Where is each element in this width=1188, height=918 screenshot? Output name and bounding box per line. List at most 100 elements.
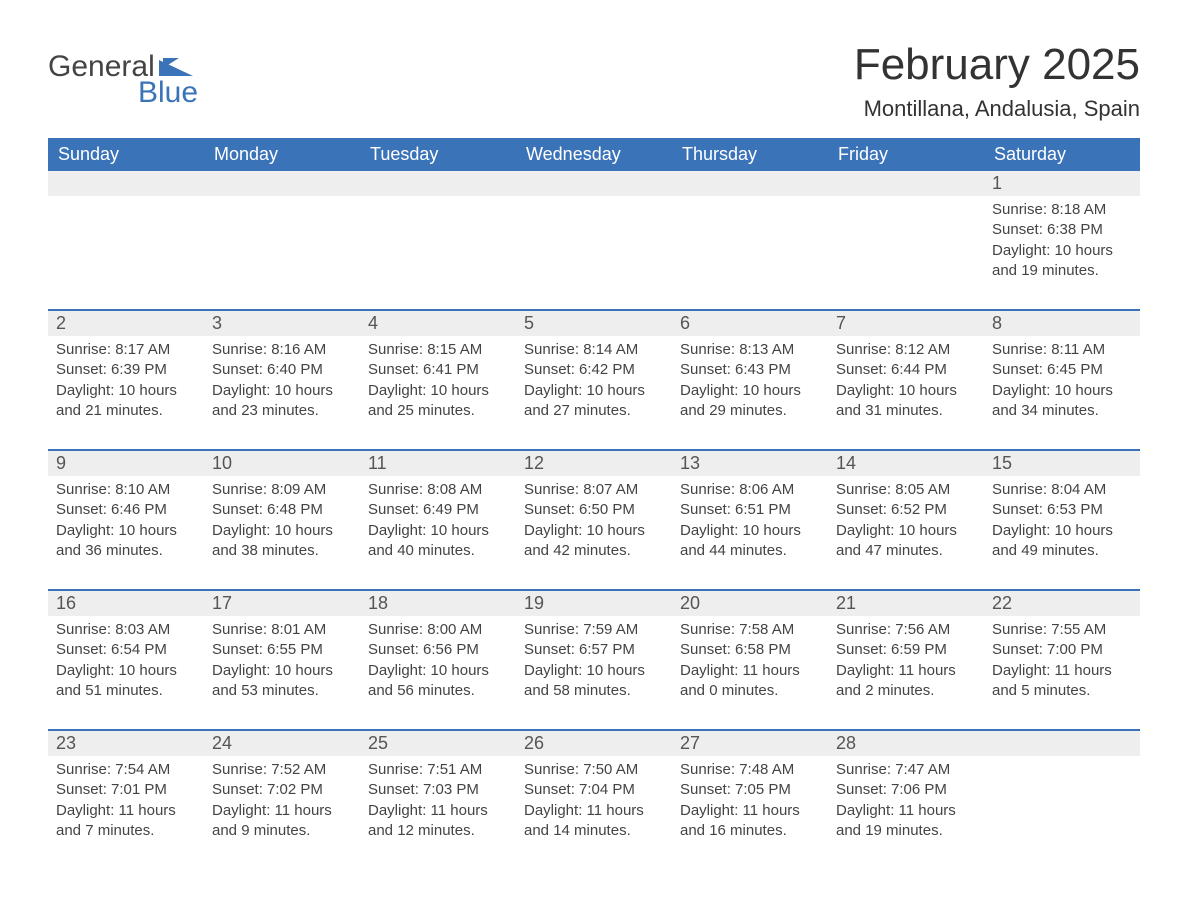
sunset-text: Sunset: 6:54 PM	[56, 640, 196, 660]
day-number-cell: 25	[360, 731, 516, 756]
day-detail-cell: Sunrise: 7:56 AMSunset: 6:59 PMDaylight:…	[828, 616, 984, 730]
sunrise-text: Sunrise: 8:17 AM	[56, 340, 196, 360]
day-detail-cell: Sunrise: 7:55 AMSunset: 7:00 PMDaylight:…	[984, 616, 1140, 730]
sunset-text: Sunset: 6:44 PM	[836, 360, 976, 380]
day-number-cell	[672, 171, 828, 196]
daylight-text-1: Daylight: 11 hours	[368, 801, 508, 821]
sunrise-text: Sunrise: 8:06 AM	[680, 480, 820, 500]
day-detail-cell: Sunrise: 8:03 AMSunset: 6:54 PMDaylight:…	[48, 616, 204, 730]
header-region: General Blue February 2025 Montillana, A…	[48, 40, 1140, 130]
day-detail-cell: Sunrise: 7:58 AMSunset: 6:58 PMDaylight:…	[672, 616, 828, 730]
day-detail-cell: Sunrise: 8:15 AMSunset: 6:41 PMDaylight:…	[360, 336, 516, 450]
sunset-text: Sunset: 6:52 PM	[836, 500, 976, 520]
sunrise-text: Sunrise: 7:52 AM	[212, 760, 352, 780]
day-number-cell: 18	[360, 591, 516, 616]
daylight-text-2: and 14 minutes.	[524, 821, 664, 841]
daylight-text-2: and 2 minutes.	[836, 681, 976, 701]
daylight-text-2: and 36 minutes.	[56, 541, 196, 561]
sunrise-text: Sunrise: 8:08 AM	[368, 480, 508, 500]
day-number-cell	[204, 171, 360, 196]
sunrise-text: Sunrise: 8:12 AM	[836, 340, 976, 360]
sunset-text: Sunset: 7:06 PM	[836, 780, 976, 800]
daylight-text-2: and 0 minutes.	[680, 681, 820, 701]
calendar-body: 1Sunrise: 8:18 AMSunset: 6:38 PMDaylight…	[48, 171, 1140, 869]
day-number-cell: 14	[828, 451, 984, 476]
daylight-text-1: Daylight: 10 hours	[524, 521, 664, 541]
daylight-text-2: and 27 minutes.	[524, 401, 664, 421]
daylight-text-2: and 58 minutes.	[524, 681, 664, 701]
day-number-row: 16171819202122	[48, 591, 1140, 616]
day-number-cell: 1	[984, 171, 1140, 196]
day-number-cell: 4	[360, 311, 516, 336]
day-number-cell: 20	[672, 591, 828, 616]
daylight-text-2: and 25 minutes.	[368, 401, 508, 421]
sunset-text: Sunset: 6:39 PM	[56, 360, 196, 380]
daylight-text-2: and 53 minutes.	[212, 681, 352, 701]
day-number-row: 232425262728	[48, 731, 1140, 756]
day-number-cell	[828, 171, 984, 196]
daylight-text-2: and 23 minutes.	[212, 401, 352, 421]
day-detail-cell: Sunrise: 8:18 AMSunset: 6:38 PMDaylight:…	[984, 196, 1140, 310]
sunrise-text: Sunrise: 8:14 AM	[524, 340, 664, 360]
day-detail-cell: Sunrise: 8:01 AMSunset: 6:55 PMDaylight:…	[204, 616, 360, 730]
daylight-text-1: Daylight: 10 hours	[992, 241, 1132, 261]
sunrise-text: Sunrise: 8:16 AM	[212, 340, 352, 360]
day-detail-cell: Sunrise: 8:13 AMSunset: 6:43 PMDaylight:…	[672, 336, 828, 450]
day-detail-cell: Sunrise: 8:11 AMSunset: 6:45 PMDaylight:…	[984, 336, 1140, 450]
sunset-text: Sunset: 6:49 PM	[368, 500, 508, 520]
daylight-text-2: and 56 minutes.	[368, 681, 508, 701]
sunrise-text: Sunrise: 8:10 AM	[56, 480, 196, 500]
sunset-text: Sunset: 6:58 PM	[680, 640, 820, 660]
day-number-cell: 5	[516, 311, 672, 336]
dow-tuesday: Tuesday	[360, 138, 516, 171]
sunrise-text: Sunrise: 8:11 AM	[992, 340, 1132, 360]
dow-monday: Monday	[204, 138, 360, 171]
daylight-text-1: Daylight: 10 hours	[212, 661, 352, 681]
dow-saturday: Saturday	[984, 138, 1140, 171]
month-title: February 2025	[854, 40, 1140, 90]
daylight-text-2: and 40 minutes.	[368, 541, 508, 561]
daylight-text-1: Daylight: 10 hours	[680, 521, 820, 541]
daylight-text-1: Daylight: 10 hours	[992, 381, 1132, 401]
sunset-text: Sunset: 6:51 PM	[680, 500, 820, 520]
daylight-text-2: and 19 minutes.	[992, 261, 1132, 281]
sunset-text: Sunset: 7:01 PM	[56, 780, 196, 800]
day-detail-cell: Sunrise: 8:05 AMSunset: 6:52 PMDaylight:…	[828, 476, 984, 590]
day-number-cell	[360, 171, 516, 196]
day-number-cell: 12	[516, 451, 672, 476]
day-detail-cell: Sunrise: 7:51 AMSunset: 7:03 PMDaylight:…	[360, 756, 516, 869]
day-number-cell	[516, 171, 672, 196]
daylight-text-2: and 31 minutes.	[836, 401, 976, 421]
sunrise-text: Sunrise: 7:51 AM	[368, 760, 508, 780]
day-detail-cell: Sunrise: 8:04 AMSunset: 6:53 PMDaylight:…	[984, 476, 1140, 590]
day-detail-cell: Sunrise: 8:14 AMSunset: 6:42 PMDaylight:…	[516, 336, 672, 450]
daylight-text-2: and 21 minutes.	[56, 401, 196, 421]
daylight-text-1: Daylight: 10 hours	[56, 661, 196, 681]
daylight-text-1: Daylight: 10 hours	[368, 521, 508, 541]
sunrise-text: Sunrise: 8:00 AM	[368, 620, 508, 640]
daylight-text-1: Daylight: 11 hours	[524, 801, 664, 821]
daylight-text-1: Daylight: 10 hours	[368, 661, 508, 681]
day-detail-row: Sunrise: 8:10 AMSunset: 6:46 PMDaylight:…	[48, 476, 1140, 590]
daylight-text-2: and 29 minutes.	[680, 401, 820, 421]
daylight-text-2: and 7 minutes.	[56, 821, 196, 841]
day-detail-cell: Sunrise: 7:59 AMSunset: 6:57 PMDaylight:…	[516, 616, 672, 730]
day-number-row: 2345678	[48, 311, 1140, 336]
sunrise-text: Sunrise: 8:18 AM	[992, 200, 1132, 220]
sunrise-text: Sunrise: 8:07 AM	[524, 480, 664, 500]
day-detail-row: Sunrise: 8:18 AMSunset: 6:38 PMDaylight:…	[48, 196, 1140, 310]
day-detail-cell: Sunrise: 7:47 AMSunset: 7:06 PMDaylight:…	[828, 756, 984, 869]
day-detail-cell	[984, 756, 1140, 869]
day-number-cell: 13	[672, 451, 828, 476]
sunrise-text: Sunrise: 8:04 AM	[992, 480, 1132, 500]
day-number-cell: 6	[672, 311, 828, 336]
daylight-text-1: Daylight: 10 hours	[680, 381, 820, 401]
day-number-row: 1	[48, 171, 1140, 196]
logo-text2: Blue	[138, 76, 198, 110]
daylight-text-2: and 38 minutes.	[212, 541, 352, 561]
day-detail-cell	[360, 196, 516, 310]
daylight-text-2: and 19 minutes.	[836, 821, 976, 841]
sunset-text: Sunset: 6:57 PM	[524, 640, 664, 660]
sunset-text: Sunset: 6:38 PM	[992, 220, 1132, 240]
day-detail-cell: Sunrise: 8:16 AMSunset: 6:40 PMDaylight:…	[204, 336, 360, 450]
